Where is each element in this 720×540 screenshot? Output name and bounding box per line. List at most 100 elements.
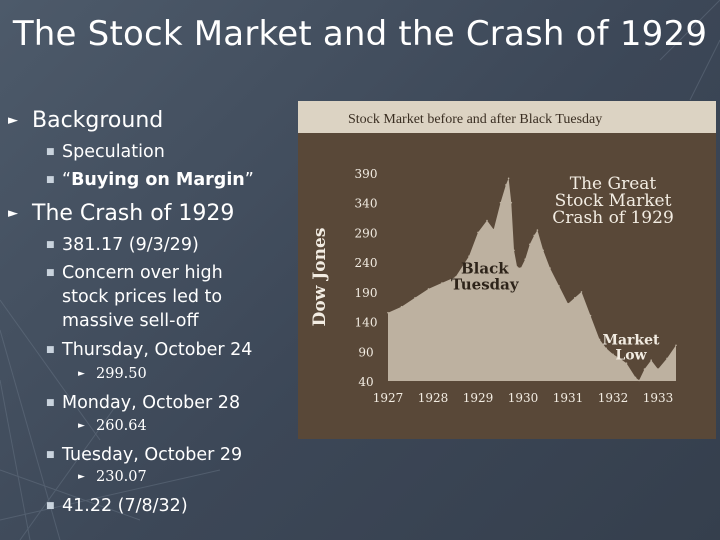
chart-series-area-0 bbox=[388, 178, 676, 381]
bullet-monday-label: Monday, October 28 bbox=[62, 393, 241, 413]
chart-data-point bbox=[529, 243, 531, 246]
chart-y-tick-label: 190 bbox=[355, 286, 378, 300]
quote-close: ” bbox=[244, 170, 254, 190]
chart-data-point bbox=[513, 249, 515, 252]
bullet-speculation-label: Speculation bbox=[62, 142, 165, 162]
arrow-marker-icon: ► bbox=[78, 472, 85, 482]
chart-data-point bbox=[536, 229, 539, 231]
chart-data-point bbox=[605, 347, 607, 350]
arrow-marker-icon: ► bbox=[78, 421, 85, 431]
chart-annotation: The Great Stock Market Crash of 1929 bbox=[552, 174, 674, 228]
bullet-thursday: ■ Thursday, October 24 bbox=[46, 338, 252, 362]
chart-x-tick-label: 1930 bbox=[508, 391, 539, 405]
arrow-marker-icon: ► bbox=[78, 369, 85, 379]
bullet-background: ► Background bbox=[8, 108, 163, 133]
chart-data-point bbox=[574, 297, 576, 299]
bullet-monday: ■ Monday, October 28 bbox=[46, 391, 240, 415]
chart-data-point bbox=[507, 177, 510, 180]
square-marker-icon: ■ bbox=[46, 345, 55, 355]
bullet-outline: ► Background ■ Speculation ■ “Buying on … bbox=[0, 0, 300, 540]
chart-data-point bbox=[454, 276, 457, 278]
square-marker-icon: ■ bbox=[46, 450, 55, 460]
bullet-tuesday-value: ► 230.07 bbox=[78, 469, 147, 485]
square-marker-icon: ■ bbox=[46, 240, 55, 250]
chart-data-point bbox=[505, 184, 507, 186]
chart-data-point bbox=[643, 368, 646, 370]
chart-y-tick-label: 390 bbox=[355, 167, 378, 181]
chart-y-tick-label: 140 bbox=[355, 316, 378, 330]
square-marker-icon: ■ bbox=[46, 501, 55, 511]
bullet-monday-value: ► 260.64 bbox=[78, 418, 147, 434]
chart-y-tick-label: 340 bbox=[355, 197, 378, 211]
chart-data-point bbox=[499, 201, 502, 204]
chart-data-point bbox=[625, 362, 628, 365]
chart-data-point bbox=[589, 314, 592, 317]
bullet-tuesday: ■ Tuesday, October 29 bbox=[46, 443, 242, 467]
chart-data-point bbox=[477, 231, 479, 234]
chart-data-point bbox=[580, 291, 583, 293]
chart-y-tick-label: 240 bbox=[355, 256, 378, 270]
bullet-speculation: ■ Speculation bbox=[46, 140, 165, 164]
chart-x-tick-label: 1928 bbox=[418, 391, 449, 405]
bullet-margin-label: Buying on Margin bbox=[71, 170, 245, 190]
chart-ylabel: Dow Jones bbox=[310, 228, 330, 327]
chart-data-point bbox=[387, 311, 389, 314]
square-marker-icon: ■ bbox=[46, 268, 55, 278]
chart-data-point bbox=[634, 376, 637, 379]
bullet-peak: ■ 381.17 (9/3/29) bbox=[46, 233, 199, 257]
chart-header-band bbox=[298, 101, 716, 133]
chart-data-point bbox=[666, 357, 668, 360]
chart-canvas: Stock Market before and after Black Tues… bbox=[298, 101, 716, 405]
chart-title: Stock Market before and after Black Tues… bbox=[348, 112, 602, 127]
chart-annotation: Black Tuesday bbox=[451, 259, 520, 293]
chart-x-tick-label: 1927 bbox=[373, 391, 404, 405]
slide-title: The Stock Market and the Crash of 1929 bbox=[12, 14, 708, 54]
bullet-tuesday-value-label: 230.07 bbox=[96, 469, 147, 485]
chart-x-tick-label: 1932 bbox=[598, 391, 629, 405]
chart-data-point bbox=[567, 302, 569, 305]
chart-x-tick-label: 1929 bbox=[463, 391, 494, 405]
chart-data-point bbox=[657, 368, 659, 370]
chart-data-point bbox=[486, 219, 488, 222]
chart-y-tick-label: 40 bbox=[358, 375, 373, 389]
arrow-marker-icon: ► bbox=[8, 113, 18, 128]
bullet-crash-label: The Crash of 1929 bbox=[32, 201, 235, 226]
chart-y-tick-label: 290 bbox=[355, 226, 378, 240]
arrow-marker-icon: ► bbox=[8, 206, 18, 221]
dow-jones-chart: Stock Market before and after Black Tues… bbox=[298, 101, 716, 439]
chart-data-point bbox=[675, 344, 677, 347]
bullet-low-label: 41.22 (7/8/32) bbox=[62, 496, 188, 516]
chart-data-point bbox=[533, 234, 535, 237]
chart-data-point bbox=[549, 267, 551, 269]
chart-data-point bbox=[516, 266, 518, 268]
bullet-tuesday-label: Tuesday, October 29 bbox=[62, 445, 243, 465]
chart-data-point bbox=[598, 338, 601, 341]
bullet-concern-label: Concern over high stock prices led to ma… bbox=[62, 263, 223, 331]
square-marker-icon: ■ bbox=[46, 398, 55, 408]
chart-data-point bbox=[414, 297, 416, 299]
chart-data-point bbox=[400, 305, 403, 308]
chart-data-point bbox=[441, 282, 443, 284]
bullet-low: ■ 41.22 (7/8/32) bbox=[46, 494, 188, 518]
chart-data-point bbox=[520, 267, 522, 269]
bullet-concern: ■ Concern over high stock prices led to … bbox=[46, 261, 256, 333]
bullet-peak-label: 381.17 (9/3/29) bbox=[62, 235, 199, 255]
square-marker-icon: ■ bbox=[46, 175, 55, 185]
bullet-monday-value-label: 260.64 bbox=[96, 418, 147, 434]
chart-data-point bbox=[638, 379, 640, 382]
chart-data-point bbox=[468, 255, 470, 257]
bullet-thursday-label: Thursday, October 24 bbox=[62, 340, 253, 360]
chart-x-tick-label: 1931 bbox=[553, 391, 584, 405]
bullet-thursday-value-label: 299.50 bbox=[96, 366, 147, 382]
square-marker-icon: ■ bbox=[46, 147, 55, 157]
bullet-crash: ► The Crash of 1929 bbox=[8, 201, 234, 226]
quote-open: “ bbox=[62, 170, 72, 190]
bullet-thursday-value: ► 299.50 bbox=[78, 366, 147, 382]
chart-data-point bbox=[492, 228, 495, 231]
bullet-background-label: Background bbox=[32, 108, 164, 133]
chart-data-point bbox=[524, 258, 526, 260]
bullet-margin: ■ “Buying on Margin” bbox=[46, 168, 254, 192]
chart-data-point bbox=[510, 201, 513, 204]
chart-data-point bbox=[542, 249, 544, 252]
chart-data-point bbox=[650, 359, 652, 362]
